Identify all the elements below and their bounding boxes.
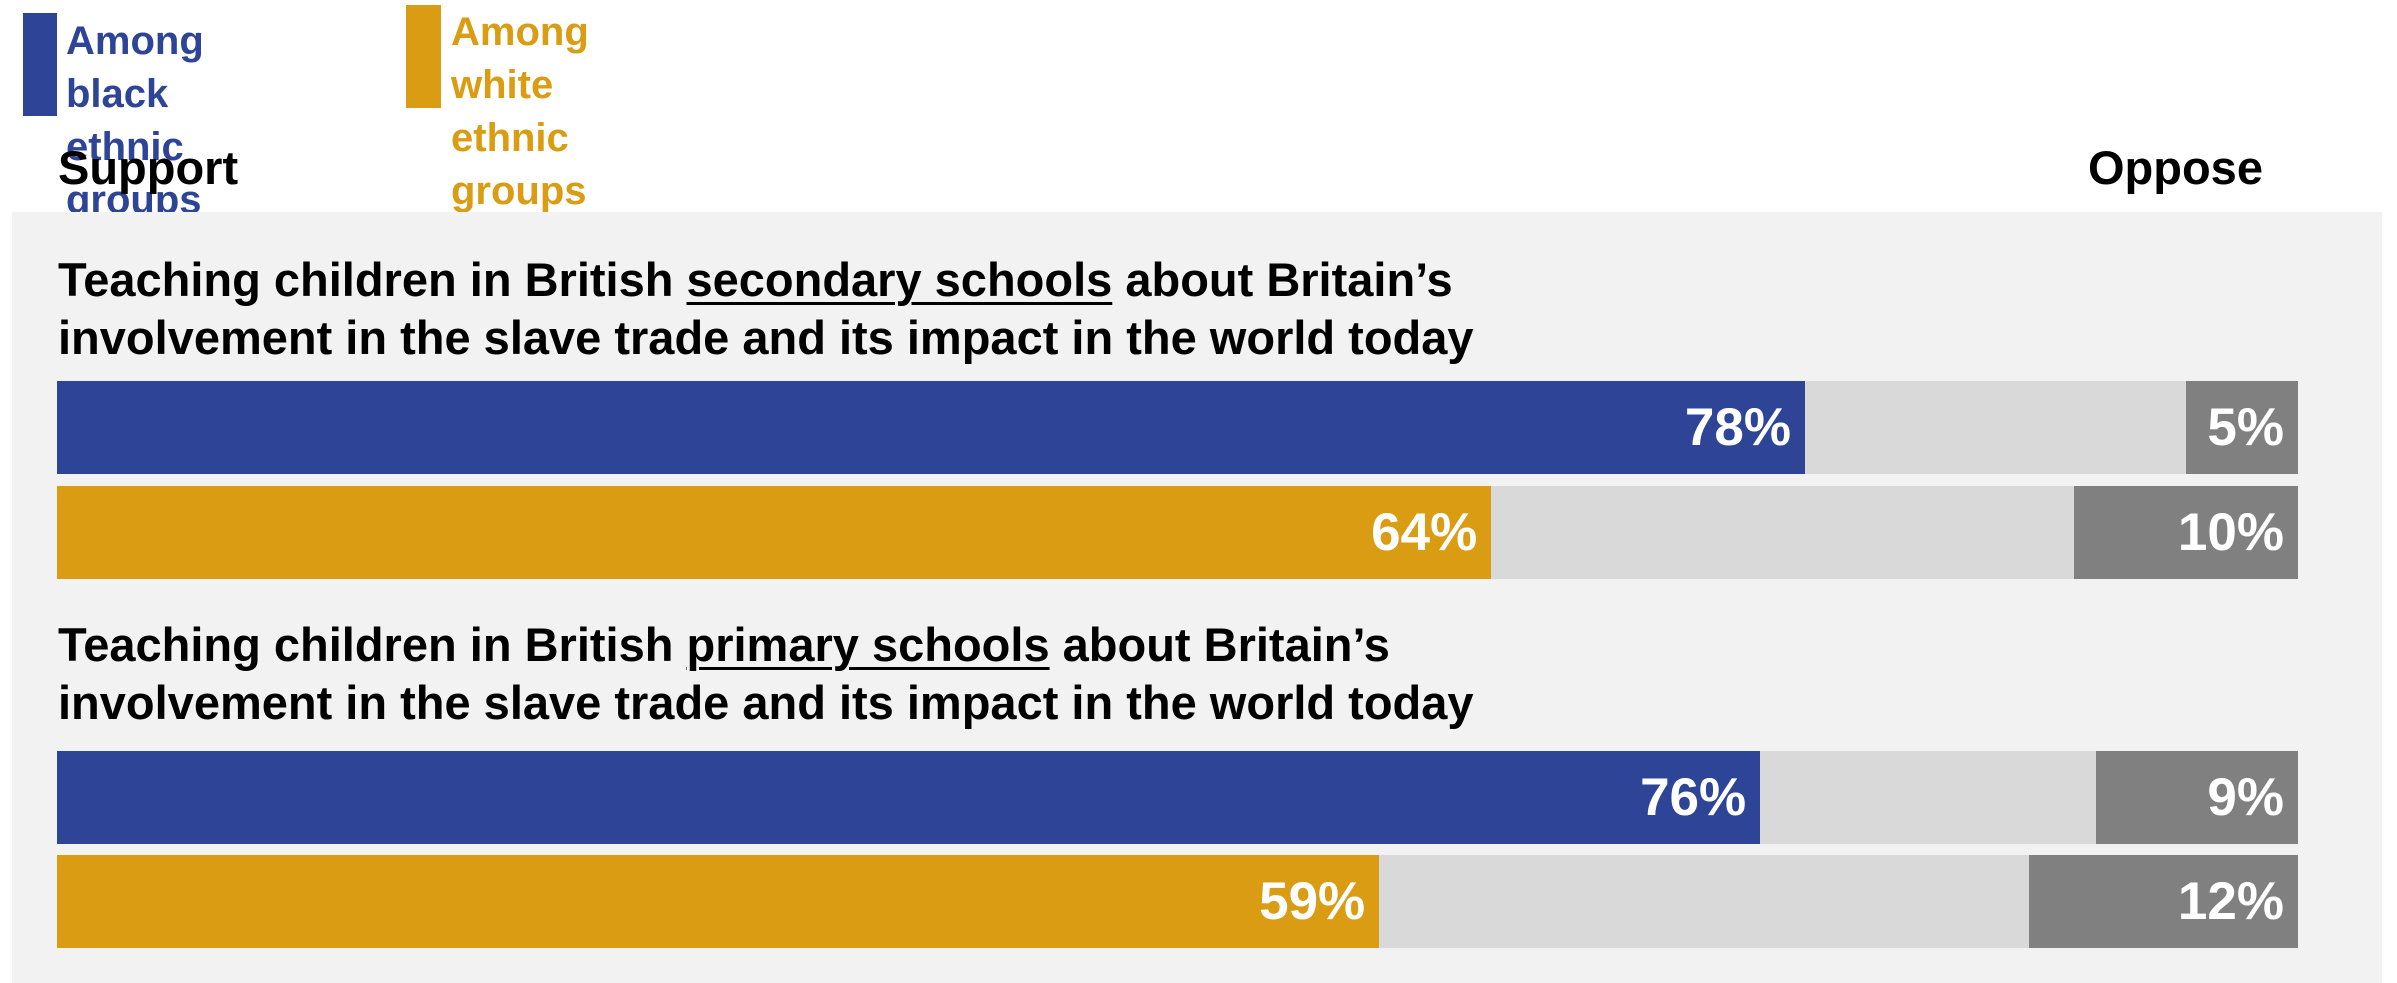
- oppose-bar: [2029, 855, 2298, 948]
- oppose-value-label: 10%: [2177, 503, 2284, 562]
- question-emphasis: primary schools: [686, 618, 1050, 671]
- question-prefix: Teaching children in British: [58, 253, 687, 306]
- support-value-label: 76%: [1640, 768, 1747, 827]
- bar-row: 59% 12%: [57, 855, 2298, 948]
- question-emphasis: secondary schools: [686, 253, 1113, 306]
- bar-row: 76% 9%: [57, 751, 2298, 844]
- oppose-bar: [2073, 486, 2298, 579]
- support-bar: [57, 486, 1492, 579]
- support-value-label: 59%: [1259, 872, 1366, 931]
- question-secondary: Teaching children in British secondary s…: [58, 251, 2258, 367]
- bar-row: 64% 10%: [57, 486, 2298, 579]
- support-bar: [57, 381, 1805, 474]
- oppose-value-label: 12%: [2177, 872, 2284, 931]
- legend-swatch-white: [406, 5, 441, 108]
- support-bar: [57, 751, 1761, 844]
- oppose-bar: [2096, 751, 2298, 844]
- support-value-label: 78%: [1684, 398, 1791, 457]
- oppose-value-label: 5%: [2207, 398, 2284, 457]
- question-prefix: Teaching children in British: [58, 618, 687, 671]
- oppose-bar: [2185, 381, 2298, 474]
- bar-row: 78% 5%: [57, 381, 2298, 474]
- legend-label-white: Among white ethnic groups: [451, 10, 589, 213]
- support-label: Support: [58, 141, 239, 194]
- question-suffix: about Britain’s involvement in the slave…: [58, 253, 1474, 364]
- oppose-label: Oppose: [2088, 141, 2263, 194]
- support-bar: [57, 855, 1380, 948]
- oppose-value-label: 9%: [2207, 768, 2284, 827]
- question-suffix: about Britain’s involvement in the slave…: [58, 618, 1474, 729]
- chart-panel: [12, 212, 2382, 983]
- question-primary: Teaching children in British primary sch…: [58, 616, 2258, 732]
- legend-label-black: Among black ethnic groups: [66, 19, 204, 222]
- support-value-label: 64%: [1371, 503, 1478, 562]
- legend-swatch-black: [23, 13, 57, 116]
